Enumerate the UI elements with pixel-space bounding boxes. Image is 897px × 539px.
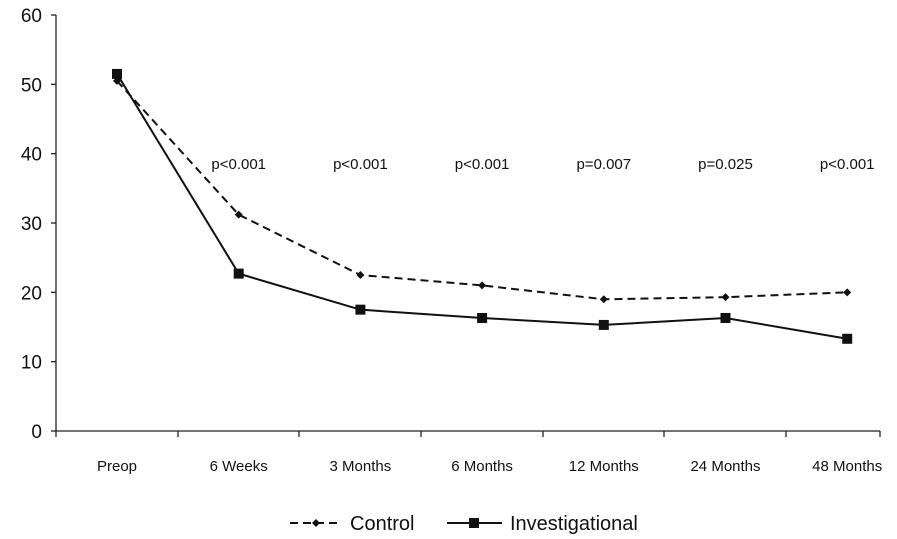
y-tick-label: 30 [21,214,42,235]
axes [51,14,881,437]
p-value-annotation: p=0.007 [576,156,631,173]
data-point-investigational [112,68,122,79]
legend-marker-investigational [469,518,479,528]
data-point-investigational [233,268,244,279]
y-tick-label: 0 [31,422,42,443]
series-layer [112,68,853,344]
data-point-control [721,293,730,302]
series-line-control [116,80,848,301]
p-value-annotations: p<0.001 p<0.001 p<0.001 p=0.007 p=0.025 p<0.0… [211,156,874,173]
series-line-investigational [116,73,848,340]
series-control [113,76,852,304]
x-tick-label: Preop [97,458,137,475]
p-value-annotation: p<0.001 [211,156,266,173]
data-point-control [478,281,487,290]
x-tick-label: 24 Months [690,458,760,475]
y-tick-label: 60 [21,6,42,27]
data-point-investigational [355,304,366,315]
y-tick-label: 20 [21,283,42,304]
p-value-annotation: p<0.001 [455,156,510,173]
legend: Control Investigational [290,513,638,535]
data-point-investigational [842,333,853,344]
data-point-control [234,210,243,219]
x-tick-labels: Preop 6 Weeks 3 Months 6 Months 12 Months 24 … [97,458,882,475]
legend-marker-control [312,519,320,527]
y-tick-label: 10 [21,353,42,374]
x-tick-label: 48 Months [812,458,882,475]
p-value-annotation: p=0.025 [698,156,753,173]
data-point-control [843,288,852,297]
x-tick-label: 12 Months [569,458,639,475]
y-tick-label: 40 [21,145,42,166]
data-point-investigational [598,319,609,330]
legend-item-control: Control [290,513,414,535]
x-tick-label: 6 Months [451,458,513,475]
data-point-investigational [477,312,488,323]
data-point-control [356,271,365,279]
legend-label-control: Control [350,513,414,535]
series-investigational [112,68,853,344]
y-tick-label: 50 [21,75,42,96]
p-value-annotation: p<0.001 [333,156,388,173]
x-tick-label: 6 Weeks [210,458,268,475]
x-tick-label: 3 Months [330,458,392,475]
p-value-annotation: p<0.001 [820,156,875,173]
y-tick-labels: 0 10 20 30 40 50 60 [21,6,42,443]
data-point-control [599,295,608,304]
legend-item-investigational: Investigational [447,513,638,535]
legend-label-investigational: Investigational [510,513,638,535]
data-point-investigational [720,312,731,323]
